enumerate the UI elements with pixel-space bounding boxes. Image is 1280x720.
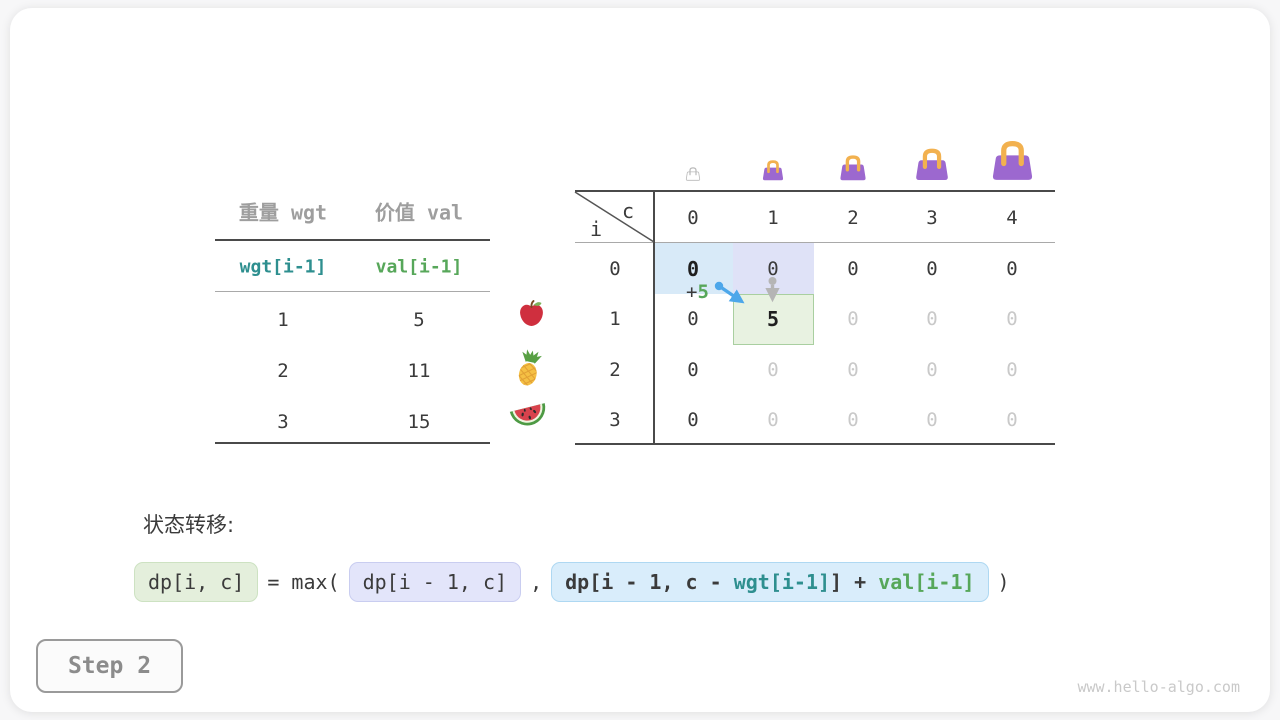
dp-corner-diagonal <box>574 191 655 243</box>
bag-medium-icon <box>840 155 866 181</box>
item-weight: 3 <box>277 411 289 433</box>
dp-cell-3-3: 0 <box>926 409 938 431</box>
step-label: Step 2 <box>67 653 152 679</box>
formula-arg2-wgt: wgt[i-1] <box>733 570 831 594</box>
dp-cell-0-1: 0 <box>767 258 779 280</box>
items-symbol-weight: wgt[i-1] <box>239 256 327 278</box>
formula-arg1-box: dp[i - 1, c] <box>348 562 522 602</box>
item-value: 11 <box>407 360 431 382</box>
dp-col-header: 0 <box>687 207 699 229</box>
formula-arg1: dp[i - 1, c] <box>362 570 508 594</box>
annotation-value: 5 <box>697 281 709 303</box>
dp-cell-2-4: 0 <box>1006 359 1018 381</box>
dp-cell-1-0: 0 <box>687 308 699 330</box>
items-header-weight: 重量 wgt <box>238 200 328 225</box>
blue-arrow-dot <box>714 281 724 291</box>
formula-eq-max: = max( <box>267 570 340 594</box>
gray-arrow-dot <box>768 277 777 285</box>
dp-row-header: 2 <box>609 359 621 381</box>
dp-line-header <box>575 242 1055 243</box>
items-header-value: 价值 val <box>374 200 464 225</box>
dp-cell-1-4: 0 <box>1006 308 1018 330</box>
bag-xlarge-icon <box>992 141 1033 180</box>
transition-arrows <box>714 277 780 304</box>
dp-corner-row-var: i <box>590 217 603 241</box>
item-value: 5 <box>413 309 425 331</box>
apple-icon <box>520 300 543 326</box>
transition-formula: dp[i, c] = max( dp[i - 1, c] , dp[i - 1,… <box>134 562 1019 602</box>
dp-row-header: 0 <box>609 258 621 280</box>
formula-lhs: dp[i, c] <box>148 570 245 594</box>
dp-cell-1-3: 0 <box>926 308 938 330</box>
formula-arg2-val: val[i-1] <box>878 570 975 594</box>
transition-label: 状态转移: <box>143 513 235 537</box>
step-badge: Step 2 <box>36 639 183 693</box>
plus-value-annotation: +5 <box>686 281 709 303</box>
dp-line-bottom <box>575 443 1055 445</box>
dp-cell-0-2: 0 <box>847 258 859 280</box>
dp-cell-1-2: 0 <box>847 308 859 330</box>
items-symbol-value: val[i-1] <box>375 256 463 278</box>
formula-close-paren: ) <box>997 570 1010 594</box>
dp-corner-col-var: c <box>622 199 635 223</box>
dp-cell-2-0: 0 <box>687 359 699 381</box>
formula-lhs-box: dp[i, c] <box>134 562 259 602</box>
dp-cell-0-4: 0 <box>1006 258 1018 280</box>
dp-cell-2-3: 0 <box>926 359 938 381</box>
dp-line-top <box>575 190 1055 192</box>
formula-arg2-box: dp[i - 1, c - wgt[i-1]] + val[i-1] <box>551 562 989 602</box>
highlight-dp-1-1 <box>733 294 814 345</box>
dp-cell-3-1: 0 <box>767 409 779 431</box>
item-weight: 1 <box>277 309 289 331</box>
dp-row-header: 1 <box>609 308 621 330</box>
items-table-line-top <box>215 239 490 241</box>
formula-arg2-mid: ] + <box>830 570 879 594</box>
dp-col-header: 4 <box>1006 207 1018 229</box>
dp-cell-0-3: 0 <box>926 258 938 280</box>
dp-line-vertical <box>653 190 655 445</box>
blue-arrow <box>721 286 745 304</box>
bag-small-icon <box>762 160 784 181</box>
dp-cell-3-4: 0 <box>1006 409 1018 431</box>
items-table-line-bottom <box>215 442 490 444</box>
annotation-plus: + <box>686 281 698 303</box>
formula-arg2-prefix: dp[i - 1, c - <box>565 570 734 594</box>
dp-col-header: 1 <box>767 207 779 229</box>
watermelon-icon <box>509 403 546 426</box>
watermark: www.hello-algo.com <box>1077 678 1240 696</box>
dp-cell-2-2: 0 <box>847 359 859 381</box>
items-table-line-mid <box>215 291 490 292</box>
dp-cell-0-0: 0 <box>686 257 700 281</box>
empty-bag-icon <box>685 167 701 181</box>
dp-col-header: 2 <box>847 207 859 229</box>
dp-row-header: 3 <box>609 409 621 431</box>
bag-large-icon <box>916 148 948 181</box>
dp-cell-3-2: 0 <box>847 409 859 431</box>
item-weight: 2 <box>277 360 289 382</box>
dp-col-header: 3 <box>926 207 938 229</box>
dp-cell-3-0: 0 <box>687 409 699 431</box>
dp-cell-2-1: 0 <box>767 359 779 381</box>
item-value: 15 <box>407 411 431 433</box>
pineapple-icon <box>516 349 542 388</box>
formula-comma: , <box>530 570 543 594</box>
dp-cell-1-1: 5 <box>766 307 780 331</box>
